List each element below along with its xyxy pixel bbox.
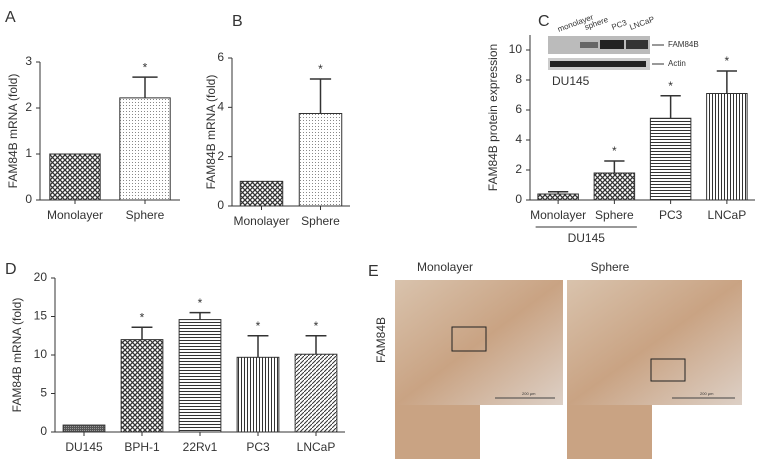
error-bar: [604, 160, 625, 173]
significance-marker: *: [140, 310, 145, 324]
y-axis-label: FAM84B mRNA (fold): [6, 74, 20, 189]
significance-marker: *: [668, 79, 673, 93]
x-tick-label: 22Rv1: [183, 440, 218, 454]
x-tick-label: PC3: [246, 440, 270, 454]
significance-marker: *: [143, 60, 148, 74]
column-label: Sphere: [591, 260, 630, 274]
y-tick-label: 15: [34, 309, 48, 323]
significance-marker: *: [256, 319, 261, 333]
column-label: Monolayer: [417, 260, 473, 274]
band: [550, 61, 646, 67]
y-tick-label: 4: [217, 100, 224, 114]
y-tick-label: 2: [217, 149, 224, 163]
panel-letter: A: [5, 9, 16, 26]
micrograph: [567, 280, 742, 405]
bar: [62, 424, 106, 433]
y-tick-label: 5: [40, 386, 47, 400]
group-label: DU145: [568, 231, 606, 245]
significance-marker: *: [318, 62, 323, 76]
band: [600, 40, 624, 49]
x-tick-label: DU145: [65, 440, 103, 454]
x-tick-label: LNCaP: [708, 208, 747, 222]
y-tick-label: 6: [217, 50, 224, 64]
bar: [120, 339, 164, 433]
x-tick-label: Monolayer: [47, 208, 103, 222]
significance-marker: *: [198, 296, 203, 310]
bar: [119, 97, 171, 201]
x-tick-label: Sphere: [126, 208, 165, 222]
zoom-box: [451, 326, 487, 352]
error-bar: [716, 70, 737, 94]
x-tick-label: Monolayer: [530, 208, 586, 222]
scale-label: 200 μm: [700, 391, 714, 396]
y-tick-label: 10: [34, 347, 48, 361]
micrograph-zoom: [567, 405, 652, 459]
x-tick-label: Monolayer: [233, 214, 289, 228]
y-tick-label: 20: [34, 270, 48, 284]
panel-letter: C: [538, 13, 550, 30]
band-label: FAM84B: [668, 40, 699, 49]
y-tick-label: 3: [25, 54, 32, 68]
image-panel: E Monolayer Sphere FAM84B 200 μm 200 μm: [368, 260, 742, 459]
x-tick-label: Sphere: [301, 214, 340, 228]
micrograph-zoom: [395, 405, 480, 459]
band: [626, 40, 648, 49]
error-bar: [660, 95, 681, 119]
y-tick-label: 1: [25, 146, 32, 160]
y-tick-label: 6: [515, 102, 522, 116]
y-tick-label: 2: [515, 162, 522, 176]
row-label: FAM84B: [374, 317, 388, 363]
scale-label: 200 μm: [522, 391, 536, 396]
y-tick-label: 10: [509, 42, 523, 56]
x-tick-label: LNCaP: [297, 440, 336, 454]
y-tick-label: 2: [25, 100, 32, 114]
bar: [294, 353, 338, 433]
bar: [537, 193, 579, 201]
bar: [49, 153, 101, 201]
error-bar: [247, 335, 269, 358]
error-bar: [131, 326, 153, 340]
error-bar: [309, 78, 332, 114]
y-tick-label: 0: [515, 192, 522, 206]
band: [580, 42, 598, 48]
significance-marker: *: [612, 144, 617, 158]
cell-line-label: DU145: [552, 74, 590, 88]
significance-marker: *: [725, 54, 730, 68]
bar: [298, 113, 343, 207]
y-tick-label: 0: [217, 198, 224, 212]
bar: [239, 180, 284, 207]
bar: [178, 319, 222, 433]
lane-label: PC3: [610, 18, 628, 32]
error-bar: [305, 335, 327, 355]
y-axis-label: FAM84B mRNA (fold): [204, 75, 218, 190]
error-bar: [548, 191, 569, 194]
western-blot-inset: monolayer sphere PC3 LNCaP FAM84B Actin …: [548, 13, 699, 88]
panel-letter: E: [368, 263, 379, 280]
y-axis-label: FAM84B protein expression: [486, 44, 500, 191]
y-tick-label: 0: [40, 424, 47, 438]
significance-marker: *: [314, 319, 319, 333]
y-tick-label: 0: [25, 192, 32, 206]
bar: [236, 356, 280, 433]
micrograph: [395, 280, 563, 405]
x-tick-label: PC3: [659, 208, 683, 222]
panel-letter: D: [5, 261, 17, 278]
y-tick-label: 4: [515, 132, 522, 146]
error-bar: [132, 76, 158, 98]
error-bar: [189, 311, 211, 320]
lane-label: LNCaP: [628, 15, 655, 32]
blot-fam84b: [548, 36, 650, 54]
panel-letter: B: [232, 13, 243, 30]
x-tick-label: Sphere: [595, 208, 634, 222]
y-axis-label: FAM84B mRNA (fold): [10, 298, 24, 413]
x-tick-label: BPH-1: [124, 440, 160, 454]
zoom-box: [650, 358, 686, 382]
bar: [706, 93, 748, 201]
bar: [649, 117, 692, 201]
band-label: Actin: [668, 59, 686, 68]
bar: [593, 172, 636, 201]
y-tick-label: 8: [515, 72, 522, 86]
